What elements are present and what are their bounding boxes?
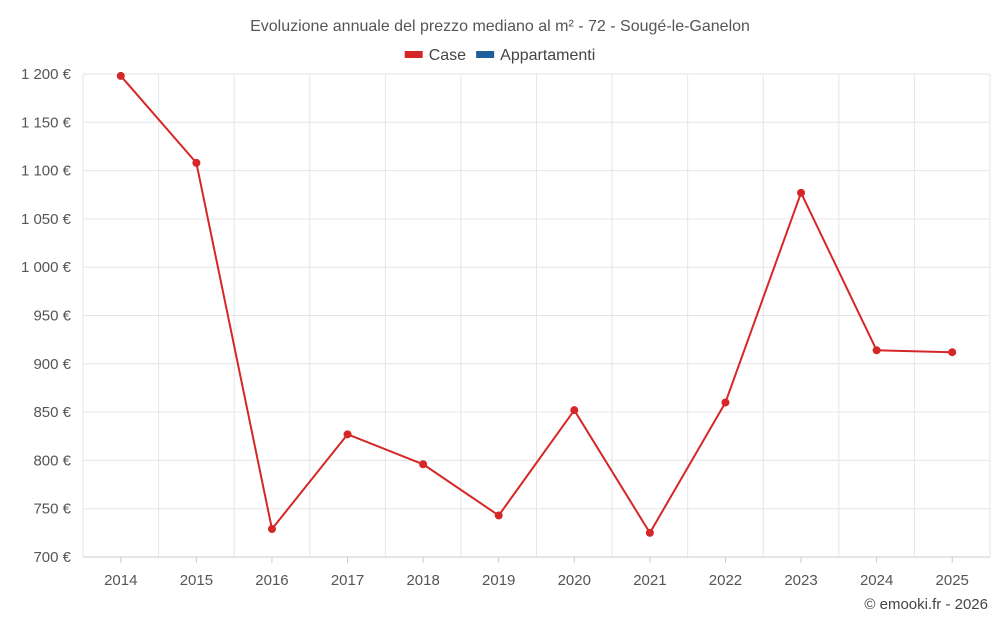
y-tick-label: 950 €: [33, 308, 71, 325]
series-layer: [116, 71, 957, 537]
y-tick-label: 1 000 €: [21, 259, 72, 276]
legend-item-appartamenti[interactable]: Appartamenti: [476, 47, 595, 64]
series-line-case: [120, 75, 953, 534]
y-tick-label: 800 €: [33, 452, 71, 469]
legend-swatch: [476, 51, 495, 58]
legend-label: Case: [429, 47, 466, 64]
legend-label: Appartamenti: [500, 47, 595, 64]
data-point: [267, 524, 276, 533]
x-tick-label: 2016: [255, 572, 288, 589]
x-tick-label: 2019: [482, 572, 515, 589]
x-tick-label: 2025: [936, 572, 969, 589]
data-point: [797, 188, 806, 197]
x-tick-label: 2014: [104, 572, 137, 589]
data-point: [343, 430, 352, 439]
chart-title: Evoluzione annuale del prezzo mediano al…: [250, 18, 750, 35]
y-tick-label: 1 050 €: [21, 211, 72, 228]
data-point: [872, 346, 881, 355]
data-point: [116, 71, 125, 80]
x-tick-label: 2024: [860, 572, 893, 589]
data-point: [645, 528, 654, 537]
y-tick-label: 900 €: [33, 356, 71, 373]
x-tick-label: 2020: [558, 572, 591, 589]
x-tick-label: 2022: [709, 572, 742, 589]
x-tick-label: 2015: [180, 572, 213, 589]
legend-item-case[interactable]: Case: [404, 47, 466, 64]
data-point: [192, 158, 201, 167]
x-tick-label: 2018: [406, 572, 439, 589]
y-tick-label: 1 200 €: [21, 66, 72, 83]
data-point: [721, 398, 730, 407]
legend: Case Appartamenti: [404, 47, 595, 64]
grid: [82, 73, 991, 557]
x-tick-label: 2017: [331, 572, 364, 589]
y-tick-label: 850 €: [33, 404, 71, 421]
data-point: [948, 348, 957, 357]
y-tick-label: 1 150 €: [21, 114, 72, 131]
data-point: [494, 511, 503, 520]
legend-swatch: [404, 51, 423, 58]
axes: 700 € 750 € 800 € 850 € 900 € 950 € 1 000 € 1 0…: [21, 66, 990, 589]
data-point: [570, 406, 579, 415]
x-tick-label: 2023: [784, 572, 817, 589]
y-tick-label: 700 €: [33, 549, 71, 566]
x-tick-label: 2021: [633, 572, 666, 589]
credit-label: © emooki.fr - 2026: [864, 596, 988, 613]
y-tick-label: 1 100 €: [21, 163, 72, 180]
data-point: [419, 460, 428, 469]
y-tick-label: 750 €: [33, 501, 71, 518]
